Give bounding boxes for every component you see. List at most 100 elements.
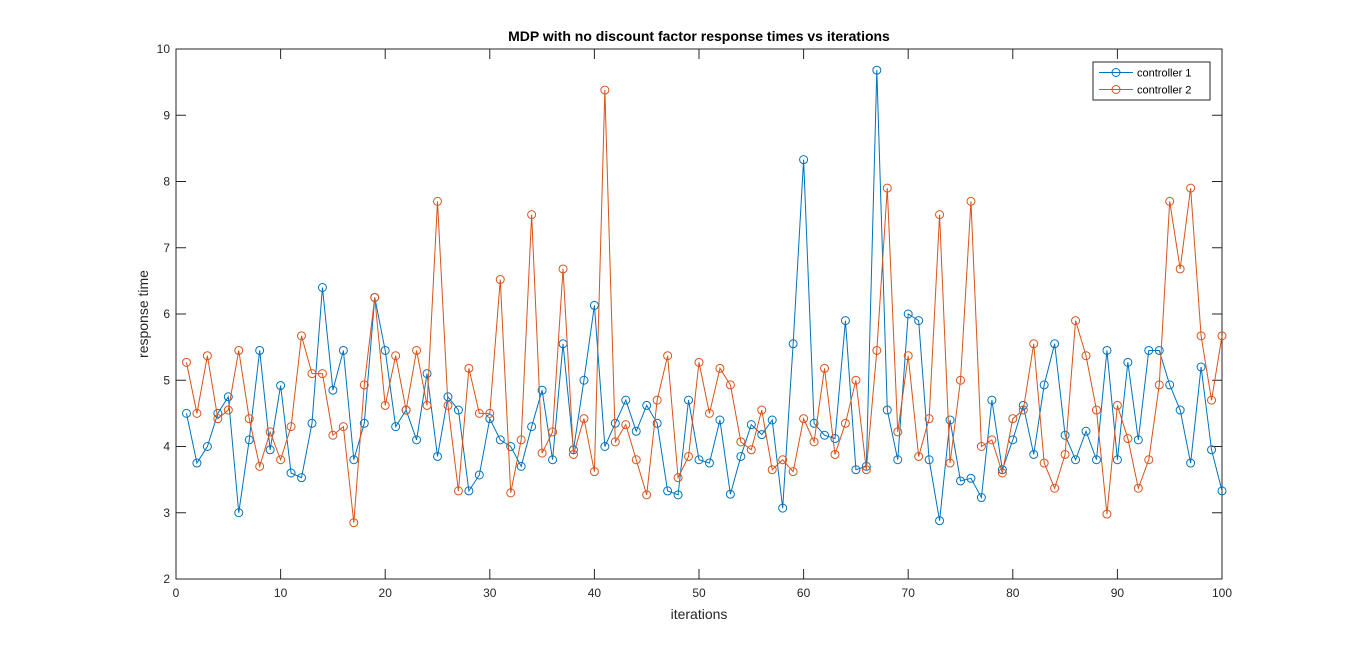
data-point [600, 442, 610, 451]
data-point [1165, 380, 1175, 390]
data-point [736, 451, 746, 461]
data-point [297, 473, 307, 483]
y-tick-label: 2 [163, 572, 170, 586]
data-point [956, 476, 965, 486]
data-point [391, 351, 401, 361]
data-point [861, 465, 871, 475]
data-point [642, 490, 652, 500]
data-point [914, 451, 924, 461]
data-point [903, 309, 913, 319]
data-point [631, 426, 641, 436]
data-point [1144, 345, 1154, 355]
data-point [1029, 449, 1039, 459]
data-point [778, 503, 788, 513]
data-point [914, 316, 924, 326]
data-point [202, 442, 212, 451]
data-point [307, 418, 317, 428]
data-point [391, 422, 401, 432]
data-point [725, 489, 735, 499]
data-point [882, 405, 892, 415]
data-point [548, 455, 558, 465]
data-point [631, 455, 641, 465]
data-point [317, 283, 327, 292]
ticks-layer: 0 10 20 30 40 50 60 70 80 90 100 2 3 4 5 6 7 8 9 10 [157, 42, 1233, 600]
data-point [370, 292, 380, 302]
data-point [778, 455, 788, 465]
data-point [286, 468, 296, 478]
data-point [945, 458, 955, 468]
data-point [715, 415, 725, 425]
data-point [684, 451, 694, 461]
data-point [1071, 316, 1081, 326]
data-point [255, 461, 265, 471]
series-controller-2 [181, 85, 1227, 528]
data-point [861, 461, 871, 471]
data-point [600, 85, 610, 95]
data-point [234, 345, 244, 355]
data-point [213, 414, 223, 424]
data-point [1039, 380, 1049, 390]
y-tick-label: 3 [163, 506, 170, 520]
data-point [359, 418, 369, 428]
data-point [464, 363, 474, 373]
data-point [527, 210, 537, 220]
data-point [893, 455, 903, 465]
x-tick-label: 100 [1212, 586, 1232, 600]
data-point [328, 430, 338, 440]
data-point [872, 345, 882, 355]
data-point [1207, 395, 1217, 405]
data-point [746, 445, 756, 455]
data-point [872, 65, 882, 75]
data-point [882, 183, 892, 193]
data-point [433, 451, 442, 461]
data-point [673, 490, 683, 500]
data-point [924, 455, 934, 465]
data-point [1123, 357, 1133, 367]
data-point [422, 369, 432, 379]
x-axis-label: iterations [671, 606, 728, 622]
data-point [568, 449, 578, 459]
legend-box [1092, 61, 1211, 101]
data-point [506, 442, 516, 451]
data-point [244, 414, 254, 424]
data-point [349, 518, 359, 528]
data-point [966, 196, 976, 206]
data-point [1091, 455, 1101, 465]
data-point [704, 458, 714, 468]
data-point [1186, 458, 1196, 468]
data-point [276, 455, 286, 465]
x-tick-label: 90 [1111, 586, 1125, 600]
y-tick-label: 9 [163, 108, 170, 122]
x-tick-label: 80 [1006, 586, 1020, 600]
data-point [820, 430, 830, 440]
data-point [589, 467, 599, 477]
data-point [935, 210, 945, 220]
x-tick-label: 0 [173, 586, 180, 600]
series-controller-1 [181, 65, 1227, 526]
data-point [1071, 455, 1081, 465]
data-point [380, 345, 390, 355]
data-point [652, 418, 662, 428]
data-point [1029, 339, 1039, 349]
data-point [767, 415, 777, 425]
y-tick-label: 7 [163, 241, 170, 255]
data-point [1217, 486, 1227, 496]
data-point [757, 405, 767, 415]
data-point [1133, 483, 1143, 493]
data-point [192, 408, 202, 418]
data-point [642, 400, 652, 410]
data-point [1196, 362, 1206, 372]
data-point [359, 380, 369, 390]
data-point [485, 414, 495, 424]
data-point [966, 473, 976, 483]
chart-title: MDP with no discount factor response tim… [508, 28, 890, 44]
data-point [1123, 434, 1133, 444]
data-point [704, 408, 714, 418]
data-point [349, 455, 359, 465]
data-point [433, 196, 442, 206]
data-point [956, 375, 965, 385]
series-line-controller-2 [185, 90, 1223, 523]
data-point [809, 418, 819, 428]
data-point [464, 486, 474, 496]
